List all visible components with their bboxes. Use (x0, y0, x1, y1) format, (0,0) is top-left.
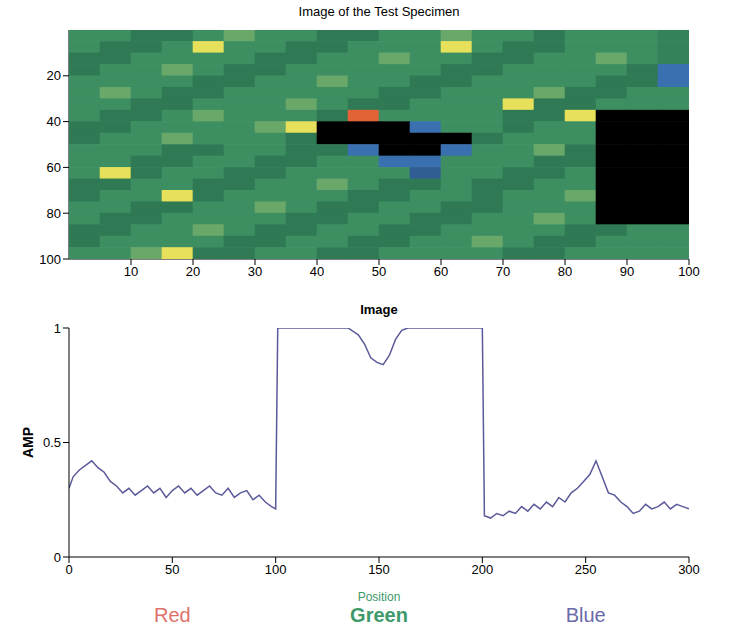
svg-text:1: 1 (54, 321, 61, 336)
svg-text:40: 40 (310, 264, 324, 279)
html-text:Green: Green (350, 604, 408, 626)
svg-text:20: 20 (47, 68, 61, 83)
html-text:Red: Red (154, 604, 191, 626)
svg-text:200: 200 (471, 562, 493, 577)
svg-text:300: 300 (678, 562, 700, 577)
svg-text:60: 60 (47, 160, 61, 175)
html-text:Image: Image (360, 302, 398, 317)
svg-text:50: 50 (165, 562, 179, 577)
svg-text:20: 20 (186, 264, 200, 279)
svg-text:100: 100 (265, 562, 287, 577)
svg-text:50: 50 (372, 264, 386, 279)
svg-text:40: 40 (47, 114, 61, 129)
svg-text:80: 80 (47, 206, 61, 221)
svg-text:100: 100 (39, 252, 61, 267)
svg-text:90: 90 (620, 264, 634, 279)
svg-text:30: 30 (248, 264, 262, 279)
svg-text:60: 60 (434, 264, 448, 279)
svg-text:100: 100 (678, 264, 700, 279)
html-text:Blue: Blue (565, 604, 606, 626)
svg-text:150: 150 (368, 562, 390, 577)
html-text:Image of the Test Specimen: Image of the Test Specimen (298, 4, 460, 19)
svg-text:70: 70 (496, 264, 510, 279)
html-text:Position: Position (357, 590, 401, 604)
svg-text:AMP: AMP (20, 427, 36, 458)
svg-text:0: 0 (54, 550, 61, 565)
svg-text:10: 10 (124, 264, 138, 279)
svg-text:80: 80 (558, 264, 572, 279)
svg-text:250: 250 (575, 562, 597, 577)
svg-text:0: 0 (65, 562, 72, 577)
svg-text:0.5: 0.5 (43, 435, 61, 450)
